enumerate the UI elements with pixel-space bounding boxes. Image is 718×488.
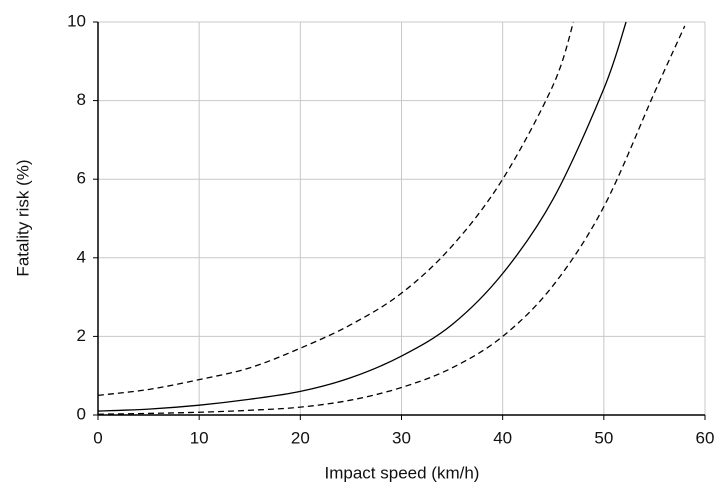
x-tick-label: 10	[190, 428, 209, 447]
x-tick-label: 0	[93, 428, 102, 447]
y-tick-label: 2	[77, 326, 86, 345]
x-axis-label: Impact speed (km/h)	[325, 463, 480, 482]
x-tick-label: 30	[392, 428, 411, 447]
y-axis-label: Fatality risk (%)	[13, 159, 32, 276]
y-tick-label: 4	[77, 247, 86, 266]
line	[97, 25, 686, 415]
x-tick-label: 40	[493, 428, 512, 447]
x-tick-label: 50	[594, 428, 613, 447]
y-tick-label: 0	[77, 404, 86, 423]
line	[97, 21, 627, 412]
x-tick-label: 20	[291, 428, 310, 447]
y-tick-label: 8	[77, 90, 86, 109]
line	[97, 21, 575, 396]
x-tick-label: 60	[696, 428, 715, 447]
y-tick-label: 10	[67, 11, 86, 30]
y-tick-label: 6	[77, 169, 86, 188]
